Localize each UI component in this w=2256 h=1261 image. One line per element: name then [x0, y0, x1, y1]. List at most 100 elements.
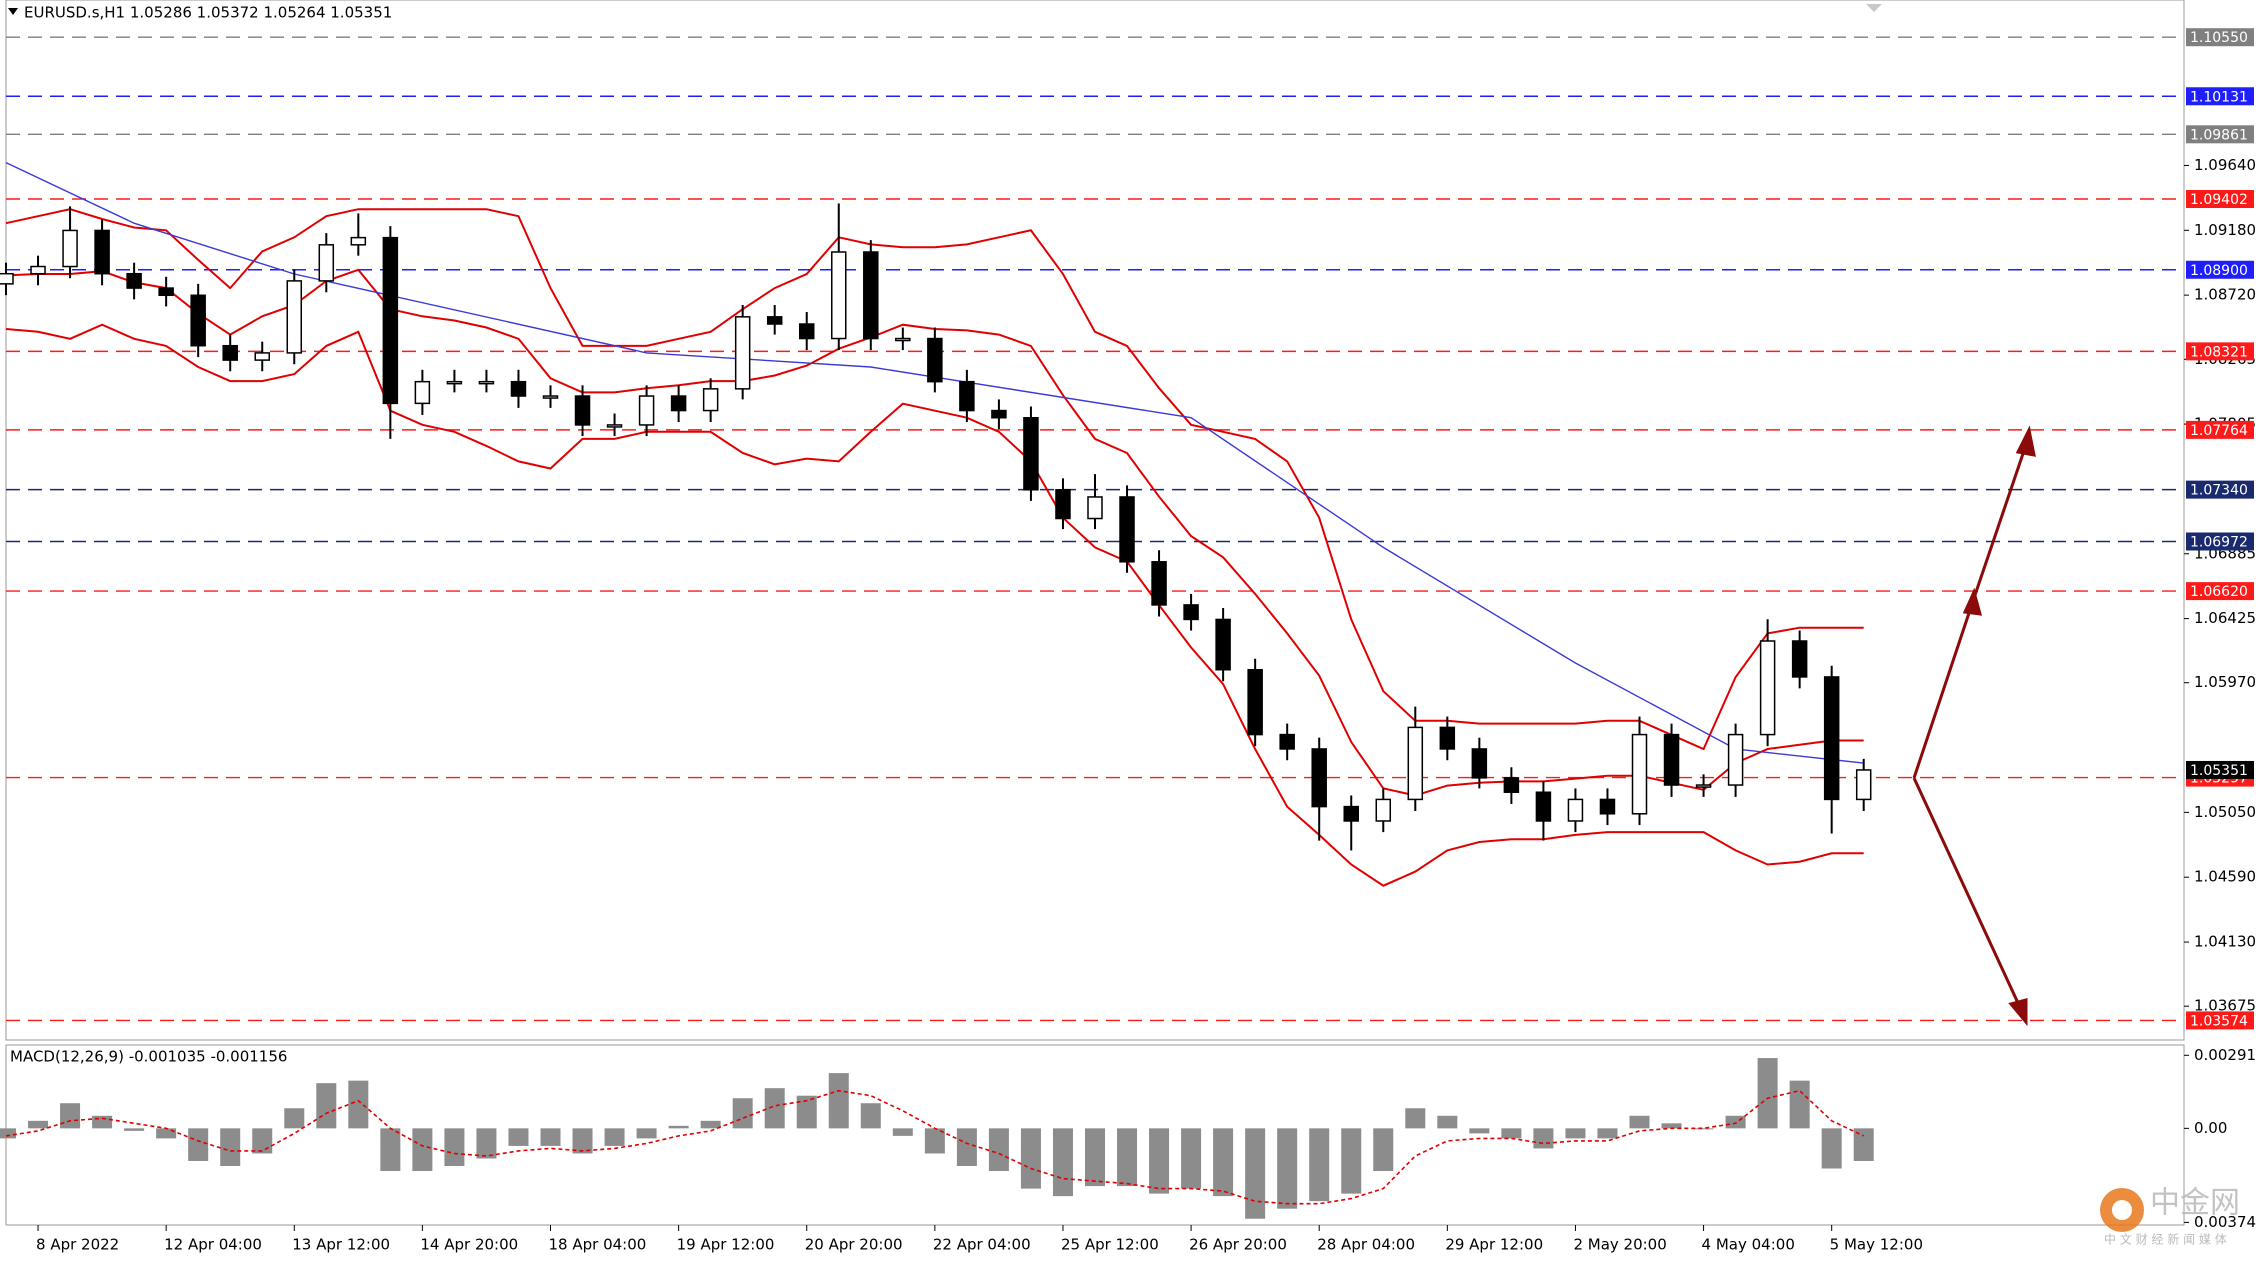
candle-body: [734, 316, 751, 390]
moving-average: [5, 161, 1864, 764]
macd-bar: [1821, 1128, 1842, 1169]
macd-bar: [1245, 1128, 1266, 1219]
candle-body: [863, 251, 879, 340]
candle-body: [1279, 733, 1295, 750]
candle-body: [1727, 733, 1744, 786]
macd-bar: [316, 1083, 337, 1129]
candle-body: [1311, 748, 1327, 808]
watermark-tagline: 中 文 财 经 新 闻 媒 体: [2104, 1232, 2227, 1247]
macd-bar: [1052, 1128, 1073, 1197]
macd-signal: [5, 1089, 1865, 1205]
macd-bar: [0, 1128, 16, 1139]
candle-body: [1407, 726, 1424, 801]
candle-body: [222, 344, 238, 361]
x-tick-label: 5 May 12:00: [1830, 1236, 1923, 1254]
arrow-up-head: [2015, 425, 2036, 457]
macd-bar: [1309, 1128, 1330, 1202]
y-tick-label: 1.08720: [2194, 286, 2256, 304]
y-tick-label: 1.06425: [2194, 609, 2256, 627]
candle-body: [1343, 805, 1359, 822]
macd-bar: [892, 1128, 913, 1136]
candle-body: [959, 380, 975, 412]
bollinger-upper: [5, 208, 1864, 751]
macd-bar: [220, 1128, 241, 1167]
macd-bar: [1853, 1128, 1874, 1161]
macd-bar: [1341, 1128, 1362, 1194]
candle-body: [1567, 798, 1584, 822]
candle-body: [1535, 791, 1552, 822]
x-tick-label: 26 Apr 20:00: [1189, 1236, 1287, 1254]
candle-body: [478, 380, 495, 385]
macd-bar: [1181, 1128, 1202, 1189]
macd-bar: [156, 1128, 177, 1139]
level-label: 1.10550: [2190, 30, 2248, 46]
candle-body: [798, 323, 815, 340]
macd-bar: [604, 1128, 625, 1146]
candle-body: [1663, 733, 1680, 786]
candle-body: [895, 337, 911, 342]
forecast-arrows: [1912, 425, 2036, 1027]
x-tick-label: 4 May 04:00: [1702, 1236, 1795, 1254]
macd-bar: [188, 1128, 209, 1161]
level-label-box: [2186, 342, 2254, 361]
candle-body: [1695, 784, 1712, 788]
macd-bar: [732, 1098, 753, 1129]
level-label: 1.07340: [2190, 483, 2248, 499]
candle-body: [1599, 798, 1616, 815]
level-label: 1.09402: [2190, 192, 2248, 208]
candles-layer: [0, 203, 1872, 851]
level-label: 1.08321: [2190, 344, 2248, 360]
candle-body: [606, 424, 623, 428]
candle-body: [1023, 416, 1039, 491]
macd-bar: [796, 1095, 817, 1129]
macd-bar: [348, 1080, 369, 1129]
level-label: 1.07764: [2190, 423, 2248, 439]
macd-bar: [1533, 1128, 1554, 1149]
candle-body: [1471, 748, 1488, 779]
macd-bar: [1597, 1128, 1618, 1139]
level-label-box: [2186, 532, 2254, 551]
candle-body: [1375, 798, 1392, 822]
macd-bar: [508, 1128, 529, 1146]
candle-body: [1855, 769, 1872, 801]
macd-bar: [1020, 1128, 1041, 1189]
x-tick-label: 13 Apr 12:00: [292, 1236, 390, 1254]
y-tick-label: 1.09180: [2194, 221, 2256, 239]
macd-bar: [1629, 1115, 1650, 1129]
x-tick-label: 22 Apr 04:00: [933, 1236, 1031, 1254]
macd-bar: [444, 1128, 465, 1167]
candle-body: [1151, 561, 1167, 606]
candle-body: [1439, 726, 1456, 750]
y-tick-label: 1.04130: [2194, 933, 2256, 951]
macd-bar: [956, 1128, 977, 1167]
candle-body: [1503, 777, 1520, 793]
macd-bar: [1405, 1108, 1426, 1129]
last-price-box: [2186, 760, 2254, 779]
candle-body: [1759, 640, 1776, 736]
x-tick-label: 20 Apr 20:00: [805, 1236, 903, 1254]
y-tick-label: 1.09640: [2194, 156, 2256, 174]
arrow-down-head: [2008, 998, 2028, 1027]
macd-bar: [1693, 1128, 1714, 1130]
macd-bar: [28, 1120, 49, 1129]
candle-body: [30, 265, 46, 275]
macd-bar: [828, 1073, 849, 1129]
level-label-box: [2186, 28, 2254, 47]
macd-bar: [540, 1128, 561, 1146]
level-label-box: [2186, 420, 2254, 439]
macd-bar: [636, 1128, 657, 1139]
level-label-box: [2186, 480, 2254, 499]
candle-body: [638, 395, 655, 426]
level-label-box: [2186, 260, 2254, 279]
x-tick-label: 12 Apr 04:00: [164, 1236, 262, 1254]
level-label: 1.06972: [2190, 534, 2248, 550]
candle-body: [542, 395, 559, 399]
macd-bar: [476, 1128, 497, 1159]
candle-body: [1183, 604, 1199, 621]
main-panel-frame: [5, 0, 2185, 1041]
watermark-logo: 中金网: [2150, 1186, 2240, 1221]
candle-body: [831, 251, 847, 340]
x-tick-label: 25 Apr 12:00: [1061, 1236, 1159, 1254]
